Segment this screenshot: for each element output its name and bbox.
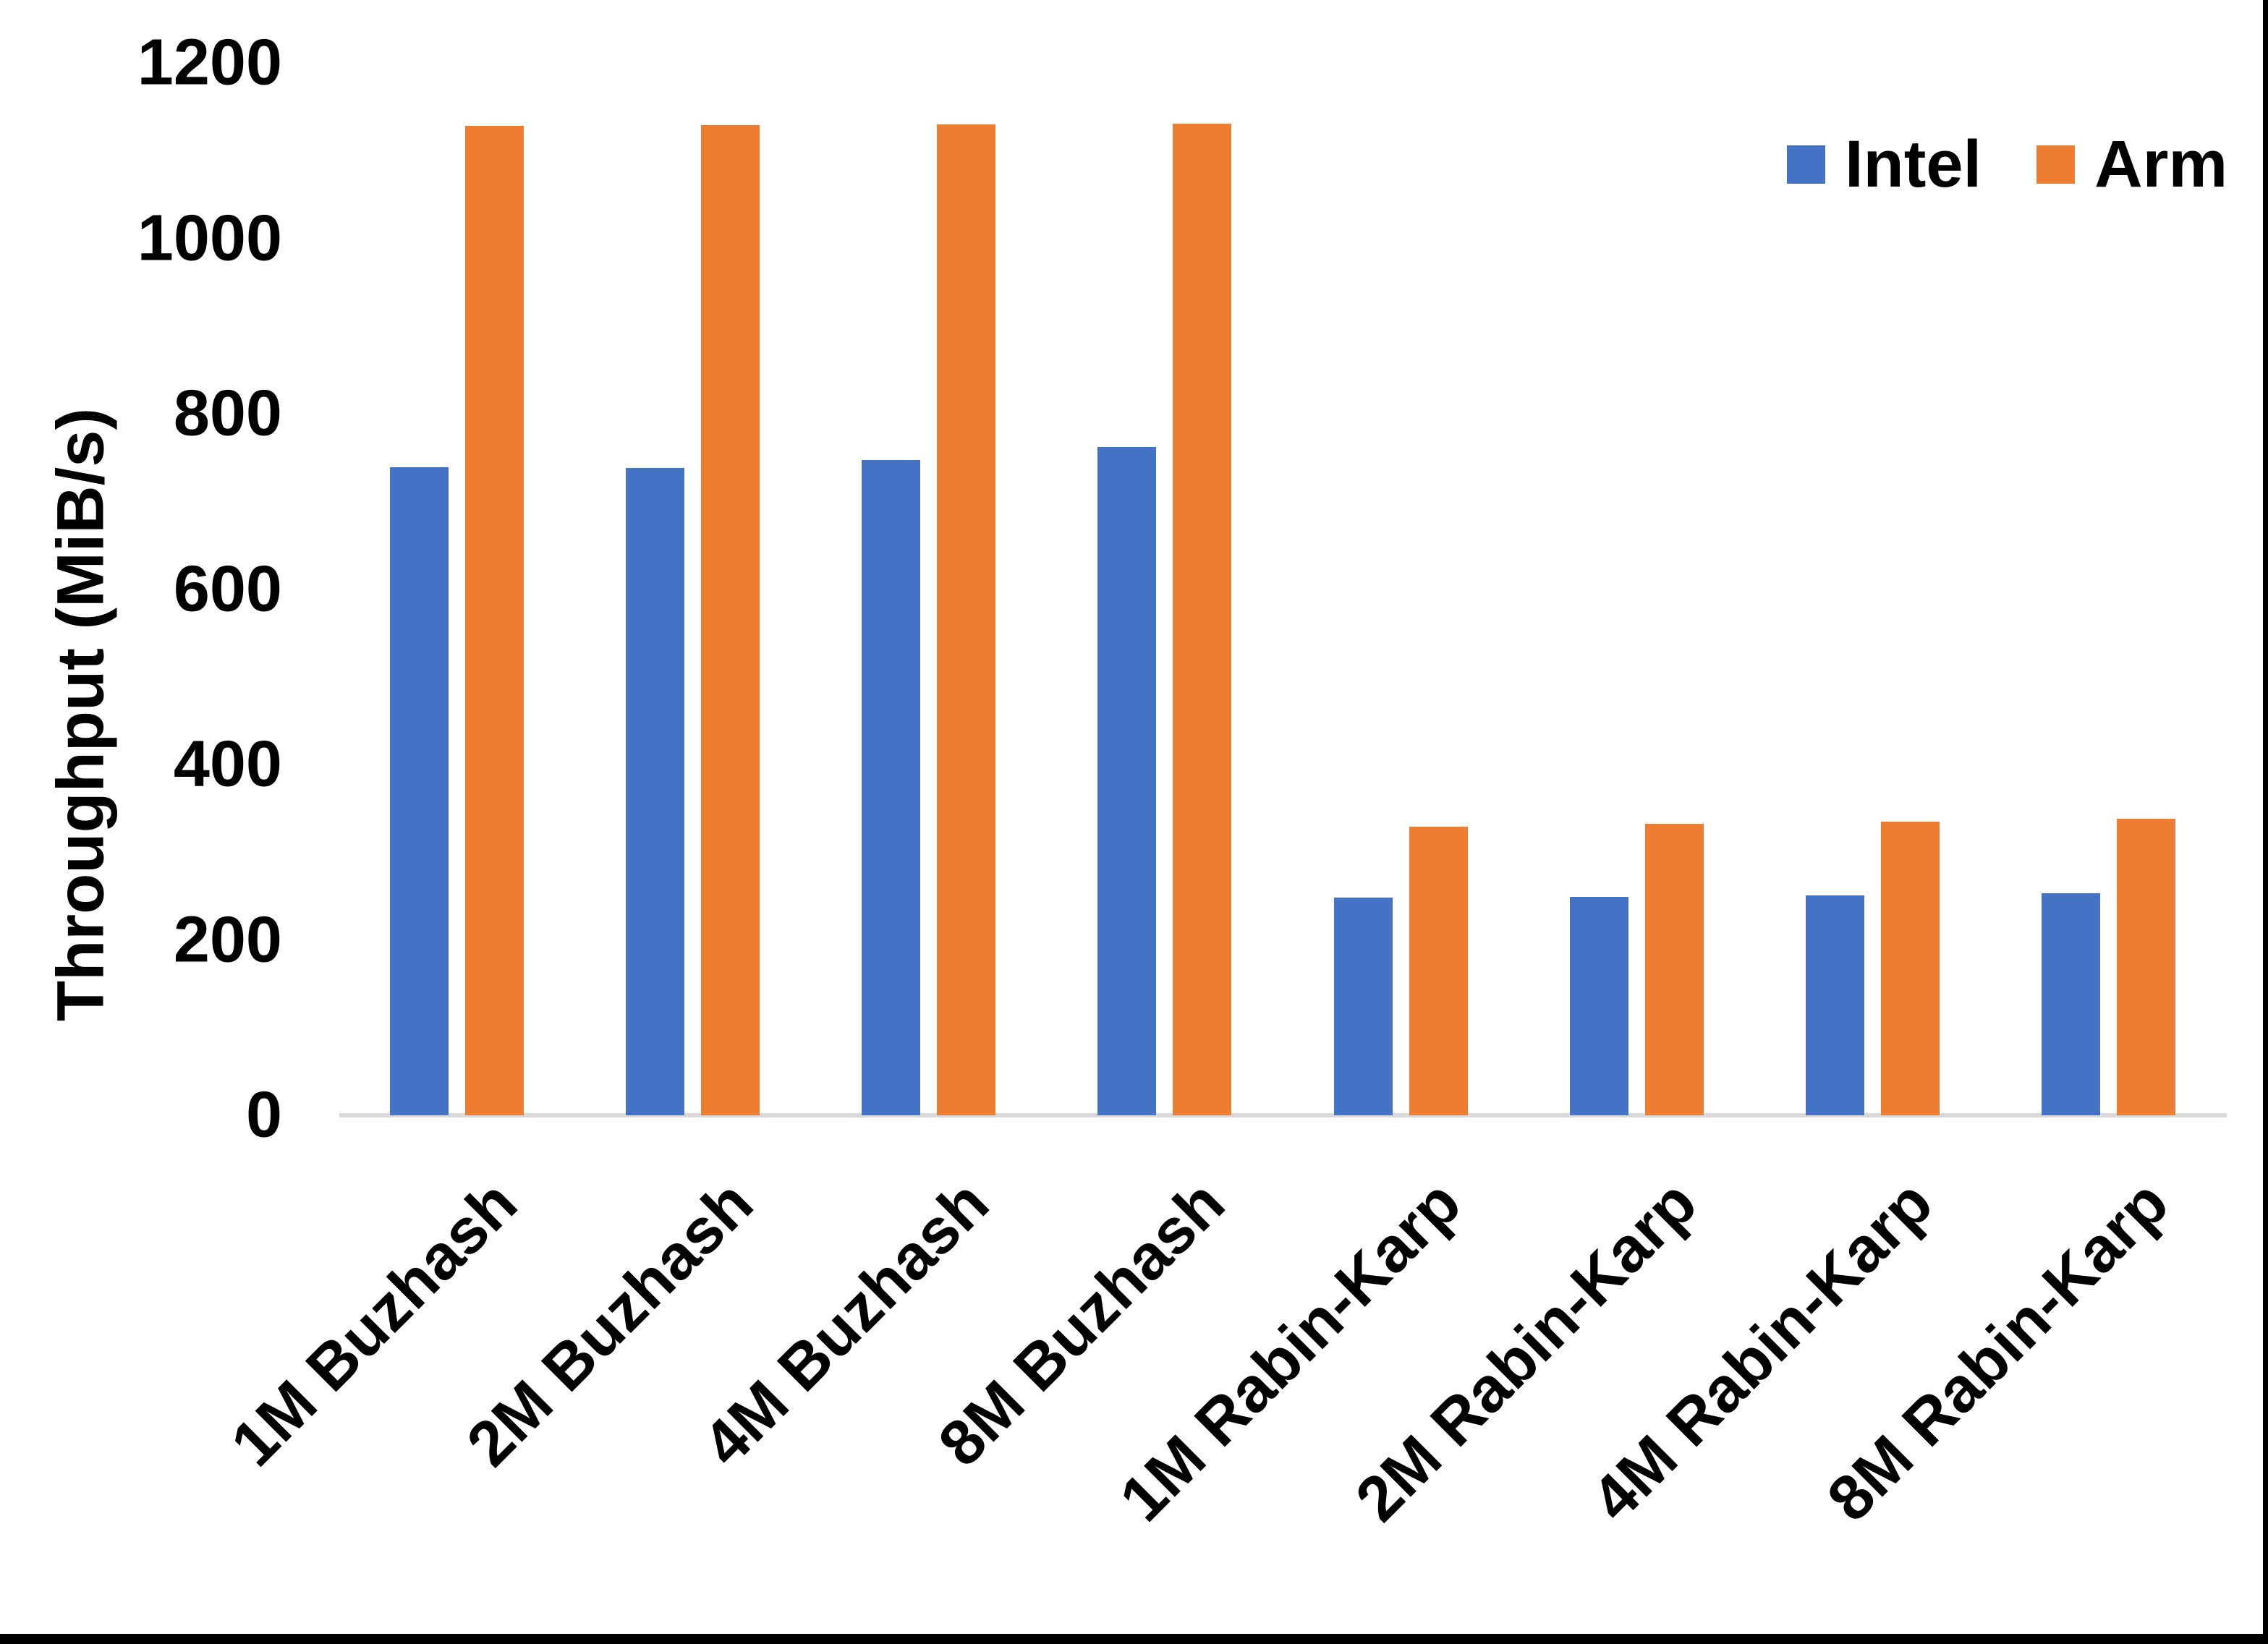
bar-intel-2m-buzhash xyxy=(626,468,684,1115)
y-tick-label: 1200 xyxy=(137,26,282,99)
legend-item-arm: Arm xyxy=(2036,131,2227,197)
bar-arm-8m-buzhash xyxy=(1173,124,1231,1115)
legend-swatch-intel xyxy=(1787,145,1825,184)
y-tick-label: 400 xyxy=(173,728,282,801)
legend-item-intel: Intel xyxy=(1787,131,1982,197)
bar-arm-4m-buzhash xyxy=(937,124,995,1115)
bar-arm-1m-buzhash xyxy=(465,126,524,1115)
bar-intel-1m-buzhash xyxy=(390,467,449,1115)
legend: Intel Arm xyxy=(1787,131,2227,197)
y-tick-label: 0 xyxy=(245,1078,282,1151)
bar-arm-8m-rabin-karp xyxy=(2117,819,2175,1115)
bar-arm-4m-rabin-karp xyxy=(1881,822,1940,1115)
frame-right-border xyxy=(2263,0,2268,1644)
y-tick-label: 1000 xyxy=(137,202,282,274)
bar-arm-2m-buzhash xyxy=(701,125,760,1115)
bar-intel-4m-rabin-karp xyxy=(1806,895,1864,1115)
legend-label-arm: Arm xyxy=(2094,127,2228,201)
y-tick-label: 200 xyxy=(173,903,282,976)
x-axis-baseline xyxy=(339,1113,2227,1117)
bar-arm-2m-rabin-karp xyxy=(1645,824,1704,1115)
bar-intel-2m-rabin-karp xyxy=(1570,897,1628,1115)
bar-arm-1m-rabin-karp xyxy=(1409,827,1468,1115)
frame-bottom-border xyxy=(0,1634,2268,1644)
bar-intel-8m-rabin-karp xyxy=(2042,893,2100,1115)
y-tick-label: 800 xyxy=(173,377,282,450)
y-tick-label: 600 xyxy=(173,553,282,625)
legend-swatch-arm xyxy=(2036,145,2076,184)
y-axis-title: Throughput (MiB/s) xyxy=(43,407,118,1022)
bar-intel-4m-buzhash xyxy=(862,460,920,1115)
bar-intel-8m-buzhash xyxy=(1097,447,1156,1115)
bar-intel-1m-rabin-karp xyxy=(1334,898,1393,1115)
legend-label-intel: Intel xyxy=(1845,127,1982,201)
